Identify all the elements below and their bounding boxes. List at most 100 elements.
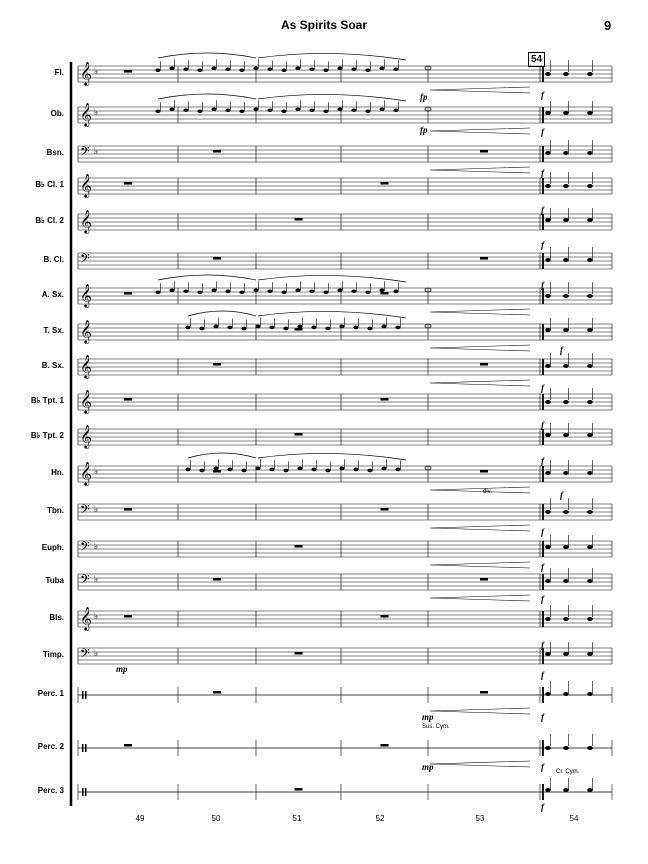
dynamic-f-tenor-sax: f: [560, 345, 563, 355]
note-head: [545, 471, 551, 475]
crescendo-hairpin: [429, 166, 531, 174]
whole-rest: [380, 744, 389, 747]
note-head: [587, 364, 593, 368]
note-head: [197, 290, 203, 295]
dynamic-f-timpani: f: [541, 670, 544, 680]
note-head: [183, 108, 189, 113]
note-head: [267, 67, 273, 72]
whole-rest: [213, 150, 221, 153]
note-head: [379, 66, 385, 71]
note-head: [545, 364, 551, 368]
note-head: [563, 652, 569, 656]
whole-rest: [294, 545, 303, 548]
slur: [157, 52, 257, 59]
flat-icon: ♭: [94, 505, 98, 515]
instrument-label: Bls.: [49, 613, 64, 622]
bass-clef-icon: 𝄢: [80, 539, 90, 557]
note-head: [393, 289, 399, 294]
note-head: [587, 617, 593, 621]
note-head: [545, 510, 551, 514]
flat-icon: ♭: [94, 108, 98, 118]
page-number: 9: [604, 18, 612, 33]
treble-clef-icon: 𝄞: [80, 319, 92, 344]
slur: [157, 274, 257, 281]
note-head: [563, 692, 569, 696]
instrument-label: T. Sx.: [43, 326, 64, 335]
percussion-clef-icon: [82, 788, 84, 796]
instrument-label: Hn.: [51, 468, 64, 477]
note-head: [424, 323, 432, 329]
note-head: [211, 66, 217, 71]
treble-clef-icon: 𝄞: [80, 61, 92, 86]
note-head: [545, 788, 551, 792]
note-head: [587, 788, 593, 792]
dynamic-fp-flute: fp: [420, 92, 428, 102]
note-head: [545, 652, 551, 656]
dynamic-f-bass-clarinet: f: [541, 280, 544, 290]
instrument-label: B♭ Tpt. 2: [30, 431, 64, 440]
whole-rest: [380, 182, 389, 185]
dynamic-mp-perc1: mp: [422, 712, 434, 722]
note-head: [241, 468, 247, 473]
note-head: [199, 326, 205, 331]
note-head: [269, 467, 275, 472]
note-head: [281, 109, 287, 114]
note-head: [267, 289, 273, 294]
note-head: [155, 290, 161, 295]
note-head: [587, 579, 593, 583]
note-head: [297, 466, 303, 471]
divisi-marking: div.: [483, 489, 492, 495]
note-head: [325, 468, 331, 473]
dynamic-mp-perc2: mp: [422, 762, 434, 772]
note-head: [563, 328, 569, 332]
note-head: [311, 325, 317, 330]
note-head: [587, 111, 593, 115]
dynamic-f-tuba: f: [541, 594, 544, 604]
note-head: [563, 294, 569, 298]
note-head: [563, 72, 569, 76]
measure-number: 53: [475, 814, 485, 823]
note-head: [309, 108, 315, 113]
measure-number: 49: [135, 814, 145, 823]
treble-clef-icon: 𝄞: [80, 283, 92, 308]
note-head: [424, 65, 432, 71]
dynamic-f-bells: f: [541, 640, 544, 650]
slur: [257, 311, 407, 319]
instrument-label: Timp.: [42, 650, 64, 659]
note-head: [239, 68, 245, 73]
slur: [157, 93, 257, 100]
instrument-label: Perc. 3: [37, 786, 64, 795]
note-head: [323, 109, 329, 114]
note-head: [587, 746, 593, 750]
note-head: [213, 324, 219, 329]
note-head: [587, 184, 593, 188]
dynamic-f-perc2: f: [541, 762, 544, 772]
note-head: [297, 324, 303, 329]
bass-clef-icon: 𝄢: [80, 502, 90, 520]
whole-rest: [480, 470, 488, 473]
percussion-clef-icon: [82, 691, 84, 699]
note-head: [545, 294, 551, 298]
whole-rest: [124, 70, 132, 73]
whole-rest: [380, 615, 389, 618]
dynamic-f-trombone: f: [541, 527, 544, 537]
crescendo-hairpin: [429, 379, 531, 387]
note-head: [337, 288, 343, 293]
flat-icon: ♭: [94, 147, 98, 157]
dynamic-f-clarinet2: f: [541, 240, 544, 250]
flat-icon: ♭: [94, 612, 98, 622]
instrument-label: B♭ Cl. 1: [35, 180, 64, 189]
crescendo-hairpin: [429, 308, 531, 316]
note-head: [213, 466, 219, 471]
note-head: [545, 746, 551, 750]
crescendo-hairpin: [429, 344, 531, 352]
note-head: [587, 510, 593, 514]
note-head: [241, 326, 247, 331]
rehearsal-mark: 54: [528, 52, 545, 67]
note-head: [393, 108, 399, 113]
note-head: [563, 510, 569, 514]
instrument-label: A. Sx.: [41, 290, 64, 299]
note-head: [365, 109, 371, 114]
note-head: [545, 400, 551, 404]
